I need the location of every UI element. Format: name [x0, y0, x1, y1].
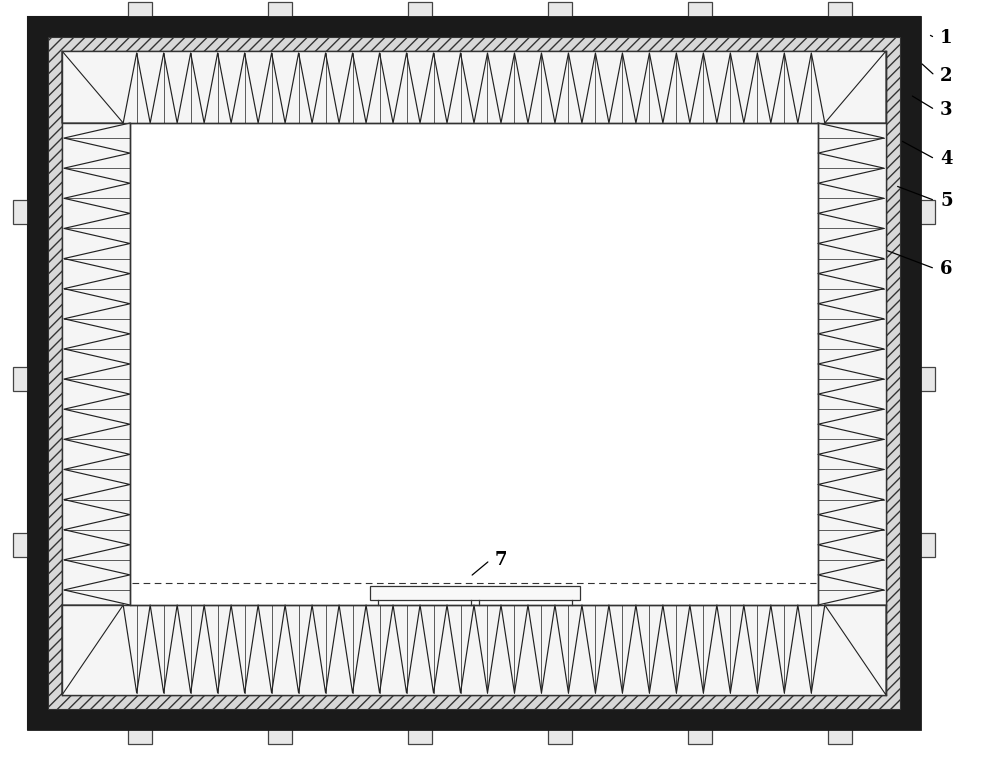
Text: 1: 1 — [940, 29, 952, 47]
Bar — [688, 2, 712, 17]
Bar — [920, 200, 935, 224]
Bar — [828, 729, 852, 744]
Bar — [128, 2, 152, 17]
Bar — [128, 729, 152, 744]
Polygon shape — [825, 51, 886, 123]
Bar — [920, 533, 935, 557]
Bar — [28, 17, 920, 729]
Bar — [688, 729, 712, 744]
Bar — [920, 366, 935, 391]
Text: 6: 6 — [940, 260, 952, 278]
Text: 5: 5 — [940, 192, 953, 210]
Bar — [62, 51, 886, 123]
Bar — [62, 123, 130, 605]
Bar — [408, 729, 432, 744]
Bar — [548, 2, 572, 17]
Bar — [370, 586, 580, 600]
Bar — [268, 2, 292, 17]
Text: 4: 4 — [940, 150, 952, 168]
Bar — [130, 123, 818, 605]
Bar — [62, 51, 886, 695]
Text: 7: 7 — [495, 551, 508, 569]
Bar — [408, 2, 432, 17]
Polygon shape — [62, 605, 123, 695]
Bar — [62, 605, 886, 695]
Bar — [268, 729, 292, 744]
Bar — [13, 200, 28, 224]
Bar — [48, 37, 900, 709]
Polygon shape — [825, 605, 886, 695]
Polygon shape — [62, 51, 123, 123]
Bar — [13, 533, 28, 557]
Bar — [548, 729, 572, 744]
Bar — [13, 366, 28, 391]
Bar — [828, 2, 852, 17]
Bar — [28, 17, 920, 729]
Bar — [818, 123, 886, 605]
Text: 3: 3 — [940, 101, 952, 119]
Text: 2: 2 — [940, 67, 952, 85]
